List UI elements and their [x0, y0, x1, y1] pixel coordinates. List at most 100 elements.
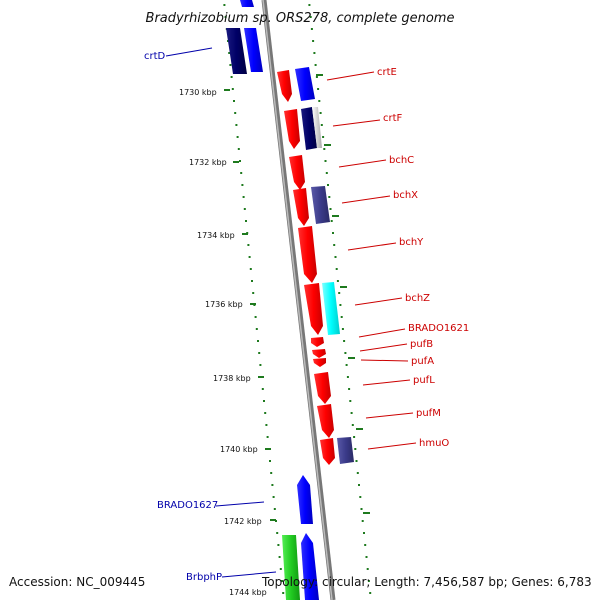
left-track-tick [236, 136, 239, 138]
gene-bchC[interactable] [289, 155, 305, 190]
right-track-tick [312, 40, 315, 42]
left-track-tick [251, 280, 253, 282]
label-crtF[interactable]: crtF [332, 113, 403, 127]
gene-crtD[interactable] [226, 0, 263, 74]
right-track-tick [318, 100, 321, 102]
gene-hmuO[interactable] [320, 437, 354, 465]
label-bchC[interactable]: bchC [338, 155, 414, 168]
gene-bchX[interactable] [293, 186, 330, 226]
gene-BRADO1627[interactable] [297, 475, 313, 524]
svg-text:hmuO: hmuO [419, 438, 449, 449]
right-track-tick [330, 220, 333, 222]
scale-label-1732: 1732 kbp [189, 158, 227, 167]
gene-bchZ[interactable] [304, 282, 340, 335]
left-track-tick [247, 244, 250, 246]
label-pufM[interactable]: pufM [365, 408, 441, 419]
left-track-tick [230, 76, 233, 78]
left-track-tick [261, 388, 264, 390]
label-bchZ[interactable]: bchZ [354, 293, 430, 306]
gene-pufA[interactable] [313, 358, 326, 367]
left-track-tick [234, 112, 237, 114]
scale-label-1736: 1736 kbp [205, 300, 243, 309]
right-track-tick [340, 316, 343, 318]
left-track-tick [264, 412, 267, 414]
left-track-tick [279, 568, 282, 570]
label-crtD[interactable]: crtD [144, 47, 213, 62]
label-pufL[interactable]: pufL [362, 375, 435, 386]
right-track-tick [366, 568, 369, 570]
svg-text:bchZ: bchZ [405, 293, 430, 304]
svg-text:bchX: bchX [393, 190, 418, 201]
left-track-tick [254, 316, 257, 318]
left-track-tick [228, 52, 231, 54]
scale-label-1738: 1738 kbp [213, 374, 251, 383]
right-track-tick [334, 256, 337, 258]
right-track-tick [338, 292, 341, 294]
right-track-tick [350, 412, 353, 414]
label-bchX[interactable]: bchX [341, 190, 418, 204]
right-track-tick [332, 232, 334, 234]
left-track-tick [223, 4, 226, 6]
left-track-tick [276, 532, 279, 534]
label-bchY[interactable]: bchY [347, 237, 424, 251]
svg-text:pufL: pufL [413, 375, 435, 386]
gene-BRADO1621[interactable] [311, 337, 324, 347]
left-track-tick [243, 208, 246, 210]
svg-text:crtF: crtF [383, 113, 403, 124]
left-track-tick [273, 508, 276, 510]
label-pufA[interactable]: pufA [360, 356, 434, 367]
left-track-tick [259, 364, 262, 366]
label-BrbphP[interactable]: BrbphP [186, 571, 277, 583]
right-track-tick [343, 340, 346, 342]
svg-text:pufB: pufB [410, 339, 433, 350]
scale-label-1734: 1734 kbp [197, 231, 235, 240]
left-track-tick [237, 148, 240, 150]
right-track-tick [363, 532, 365, 534]
label-hmuO[interactable]: hmuO [367, 438, 449, 450]
right-track-tick [339, 304, 342, 306]
left-track-tick [281, 580, 283, 582]
right-track-ticks [308, 4, 372, 594]
left-track-tick [265, 424, 268, 426]
right-track-tick [346, 376, 349, 378]
left-track-tick [277, 544, 280, 546]
gene-pufB[interactable] [312, 349, 326, 358]
svg-text:pufA: pufA [411, 356, 434, 367]
right-track-tick [324, 160, 327, 162]
right-track-tick [315, 76, 318, 78]
right-track-major-ticks [316, 74, 370, 514]
left-track-tick [248, 256, 251, 258]
gene-bchY[interactable] [298, 226, 317, 283]
right-track-tick [329, 208, 332, 210]
svg-text:BRADO1621: BRADO1621 [408, 323, 469, 334]
svg-text:BRADO1627: BRADO1627 [157, 500, 218, 511]
svg-text:BrbphP: BrbphP [186, 572, 222, 583]
right-track-tick [341, 328, 344, 330]
left-track-tick [224, 16, 227, 18]
left-track-tick [266, 436, 269, 438]
left-track-tick [245, 220, 247, 222]
label-pufB[interactable]: pufB [359, 339, 433, 352]
gene-crtE[interactable] [277, 67, 315, 102]
gene-BrbphP[interactable] [282, 533, 319, 600]
left-track-tick [239, 160, 241, 162]
left-track-tick [231, 88, 234, 90]
topology-text: Topology: circular; Length: 7,456,587 bp… [261, 575, 592, 589]
right-track-tick [335, 268, 338, 270]
right-track-tick [359, 496, 362, 498]
gene-pufM[interactable] [317, 404, 334, 438]
right-track-tick [320, 124, 323, 126]
right-track-tick [328, 196, 331, 198]
label-crtE[interactable]: crtE [326, 67, 397, 81]
label-BRADO1627[interactable]: BRADO1627 [157, 500, 265, 511]
svg-text:crtD: crtD [144, 51, 166, 62]
left-track-tick [241, 184, 244, 186]
left-track-tick [257, 340, 259, 342]
label-BRADO1621[interactable]: BRADO1621 [358, 323, 469, 338]
left-track-tick [242, 196, 245, 198]
right-track-tick [327, 184, 329, 186]
gene-crtF[interactable] [284, 107, 322, 150]
genome-title: Bradyrhizobium sp. ORS278, complete geno… [146, 11, 455, 26]
gene-pufL[interactable] [314, 372, 331, 404]
